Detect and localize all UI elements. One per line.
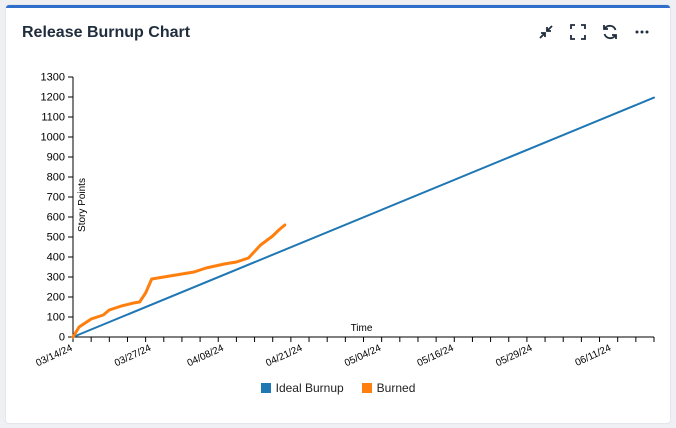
x-tick-label: 03/27/24 bbox=[113, 343, 153, 370]
legend-swatch-ideal bbox=[260, 383, 271, 393]
refresh-button[interactable] bbox=[600, 22, 620, 42]
legend-swatch-burned bbox=[361, 383, 372, 393]
more-icon bbox=[635, 30, 649, 34]
y-tick-label: 800 bbox=[47, 172, 65, 184]
chart-legend: Ideal Burnup Burned bbox=[6, 381, 670, 395]
y-tick-label: 1100 bbox=[41, 112, 65, 124]
y-tick-label: 900 bbox=[47, 152, 65, 164]
y-tick-label: 600 bbox=[47, 212, 65, 224]
y-tick-label: 500 bbox=[47, 232, 65, 244]
y-tick-label: 1300 bbox=[41, 72, 65, 84]
y-tick-label: 400 bbox=[47, 252, 65, 264]
burnup-chart: 0 100 200 300 400 500 600 700 800 900 1000 1100 1200… bbox=[34, 72, 655, 370]
y-tick-label: 300 bbox=[47, 272, 65, 284]
card-toolbar bbox=[536, 22, 652, 42]
x-axis-label: Time bbox=[351, 323, 373, 334]
y-tick-label: 200 bbox=[47, 292, 65, 304]
legend-item-burned[interactable]: Burned bbox=[361, 381, 416, 395]
release-burnup-card: Release Burnup Chart 0 100 200 300 bbox=[6, 5, 670, 423]
y-tick-label: 0 bbox=[59, 332, 65, 344]
x-tick-label: 05/29/24 bbox=[494, 343, 534, 370]
collapse-icon bbox=[539, 25, 553, 39]
legend-label-burned: Burned bbox=[376, 381, 416, 395]
fullscreen-button[interactable] bbox=[568, 22, 588, 42]
collapse-button[interactable] bbox=[536, 22, 556, 42]
y-tick-label: 100 bbox=[47, 312, 65, 324]
ideal-burnup-line bbox=[72, 96, 655, 338]
more-button[interactable] bbox=[632, 22, 652, 42]
x-tick-label: 05/04/24 bbox=[343, 343, 383, 370]
card-title: Release Burnup Chart bbox=[22, 24, 191, 41]
x-tick-label: 05/16/24 bbox=[416, 343, 456, 370]
fullscreen-icon bbox=[570, 24, 586, 40]
y-tick-label: 1000 bbox=[41, 132, 65, 144]
y-tick-label: 700 bbox=[47, 192, 65, 204]
legend-item-ideal[interactable]: Ideal Burnup bbox=[260, 381, 344, 395]
x-tick-label: 04/08/24 bbox=[186, 343, 226, 370]
x-tick-label: 03/14/24 bbox=[34, 343, 74, 370]
y-axis-label: Story Points bbox=[77, 178, 88, 232]
legend-label-ideal: Ideal Burnup bbox=[275, 381, 344, 395]
x-tick-label: 04/21/24 bbox=[264, 343, 304, 370]
y-tick-label: 1200 bbox=[41, 92, 65, 104]
burned-line bbox=[71, 223, 287, 339]
refresh-icon bbox=[603, 24, 617, 40]
x-tick-label: 06/11/24 bbox=[574, 343, 614, 369]
